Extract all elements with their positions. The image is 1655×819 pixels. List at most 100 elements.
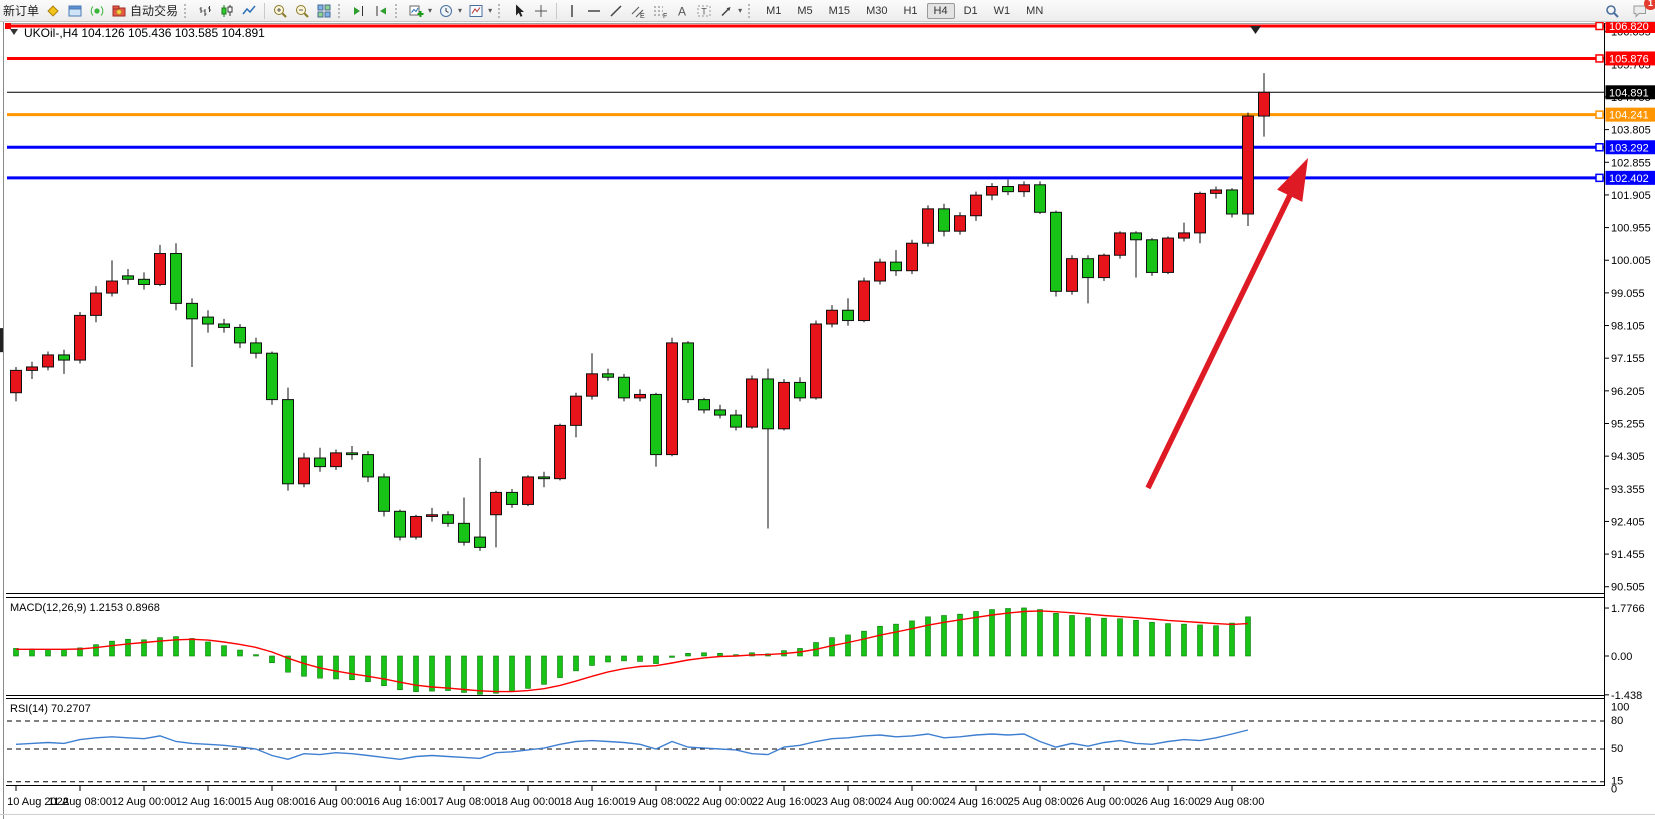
- candle: [378, 476, 390, 512]
- candle: [858, 280, 870, 322]
- toolbar-group-drawing: E F A T ▾: [561, 0, 745, 22]
- candle: [1082, 258, 1094, 279]
- time-axis-label: 11 Aug 08:00: [48, 796, 112, 808]
- candle: [522, 476, 534, 505]
- candle: [906, 242, 918, 272]
- candle: [1018, 184, 1030, 193]
- cursor-button[interactable]: [508, 1, 530, 21]
- candle: [730, 414, 742, 428]
- symbol-dropdown-icon[interactable]: [10, 29, 18, 35]
- auto-scroll-button[interactable]: [348, 1, 370, 21]
- tf-m1[interactable]: M1: [766, 4, 782, 17]
- time-axis-label: 18 Aug 16:00: [560, 796, 625, 808]
- candle: [1194, 192, 1206, 234]
- candle: [42, 354, 54, 368]
- zoom-out-button[interactable]: [291, 1, 313, 21]
- vertical-line-button[interactable]: [561, 1, 583, 21]
- new-chart-dropdown[interactable]: ▾: [405, 1, 435, 21]
- toolbar-group-scroll: [348, 0, 392, 22]
- bar-chart-button[interactable]: [194, 1, 216, 21]
- tf-h1[interactable]: H1: [903, 4, 918, 17]
- candle: [250, 342, 262, 354]
- candlestick-chart-button[interactable]: [216, 1, 238, 21]
- new-order-button[interactable]: 新订单: [3, 4, 40, 18]
- chevron-down-icon[interactable]: ▾: [428, 6, 433, 15]
- trend-arrow-annotation[interactable]: [1145, 181, 1299, 490]
- rsi-line: [15, 729, 1249, 761]
- candle: [394, 510, 406, 538]
- notifications-button[interactable]: 1: [1629, 0, 1655, 21]
- svg-text:95.255: 95.255: [1611, 418, 1645, 430]
- candle: [762, 378, 774, 430]
- tf-m30[interactable]: M30: [866, 4, 888, 17]
- line-chart-button[interactable]: [238, 1, 260, 21]
- time-axis-label: 26 Aug 16:00: [1136, 796, 1201, 808]
- svg-text:100.955: 100.955: [1611, 223, 1651, 235]
- chevron-down-icon[interactable]: ▾: [458, 6, 463, 15]
- terminal-window-icon[interactable]: [64, 1, 86, 21]
- chevron-down-icon[interactable]: ▾: [488, 6, 493, 15]
- svg-text:80: 80: [1611, 715, 1623, 727]
- svg-text:99.055: 99.055: [1611, 288, 1645, 300]
- trend-arrow-head[interactable]: [1277, 158, 1308, 202]
- svg-text:F: F: [663, 13, 667, 19]
- candle: [618, 376, 630, 399]
- candle: [1098, 254, 1110, 279]
- templates-dropdown[interactable]: ▾: [465, 1, 495, 21]
- zoom-in-button[interactable]: [269, 1, 291, 21]
- tf-w1[interactable]: W1: [993, 4, 1011, 17]
- time-axis-label: 17 Aug 08:00: [432, 796, 497, 808]
- svg-text:103.292: 103.292: [1609, 142, 1649, 154]
- trendline-button[interactable]: [605, 1, 627, 21]
- tf-d1[interactable]: D1: [963, 4, 978, 17]
- price-label-104.891: 104.891: [1605, 85, 1655, 100]
- periods-dropdown[interactable]: ▾: [435, 1, 465, 21]
- toolbar-separator: [338, 3, 344, 18]
- time-axis-label: 22 Aug 00:00: [688, 796, 753, 808]
- candle: [1050, 211, 1062, 292]
- horizontal-line-button[interactable]: [583, 1, 605, 21]
- time-axis-label: 24 Aug 16:00: [944, 796, 1009, 808]
- equidistant-channel-button[interactable]: E: [627, 1, 649, 21]
- panel-borders: [0, 22, 1655, 819]
- text-button[interactable]: A: [671, 1, 693, 21]
- svg-text:91.455: 91.455: [1611, 549, 1645, 561]
- tf-mn[interactable]: MN: [1026, 4, 1044, 17]
- signals-icon[interactable]: [86, 1, 108, 21]
- candle: [362, 454, 374, 478]
- toolbar-group-zoom: [269, 0, 335, 22]
- tf-m5[interactable]: M5: [797, 4, 813, 17]
- candle: [410, 515, 422, 538]
- candle: [1226, 189, 1238, 215]
- arrows-dropdown[interactable]: ▾: [715, 1, 745, 21]
- candle: [426, 514, 438, 517]
- tile-windows-button[interactable]: [313, 1, 335, 21]
- candle: [346, 452, 358, 456]
- time-axis-label: 10 Aug 2022: [7, 796, 69, 808]
- price-label-106.820: 106.820: [1605, 19, 1655, 33]
- candle: [1258, 91, 1270, 117]
- tf-h4[interactable]: H4: [926, 2, 955, 19]
- text-label-button[interactable]: T: [693, 1, 715, 21]
- candle: [890, 261, 902, 272]
- fibonacci-button[interactable]: F: [649, 1, 671, 21]
- chart-shift-marker[interactable]: [1250, 26, 1261, 34]
- chevron-down-icon[interactable]: ▾: [738, 6, 743, 15]
- svg-text:102.402: 102.402: [1609, 173, 1649, 185]
- tf-m15[interactable]: M15: [828, 4, 851, 17]
- svg-text:106.820: 106.820: [1609, 21, 1649, 33]
- search-button[interactable]: [1601, 1, 1623, 21]
- chart-shift-button[interactable]: [370, 1, 392, 21]
- toolbar-separator: [395, 3, 401, 18]
- market-watch-icon[interactable]: [42, 1, 64, 21]
- autotrading-button[interactable]: 自动交易: [108, 1, 181, 21]
- svg-text:100.005: 100.005: [1611, 255, 1651, 267]
- crosshair-button[interactable]: [530, 1, 552, 21]
- time-axis-label: 18 Aug 00:00: [496, 796, 561, 808]
- time-axis-label: 26 Aug 00:00: [1072, 796, 1137, 808]
- candle: [1146, 239, 1158, 273]
- candle: [634, 393, 646, 399]
- candle: [442, 514, 454, 524]
- chart-title: UKOil-,H4 104.126 105.436 103.585 104.89…: [24, 26, 265, 40]
